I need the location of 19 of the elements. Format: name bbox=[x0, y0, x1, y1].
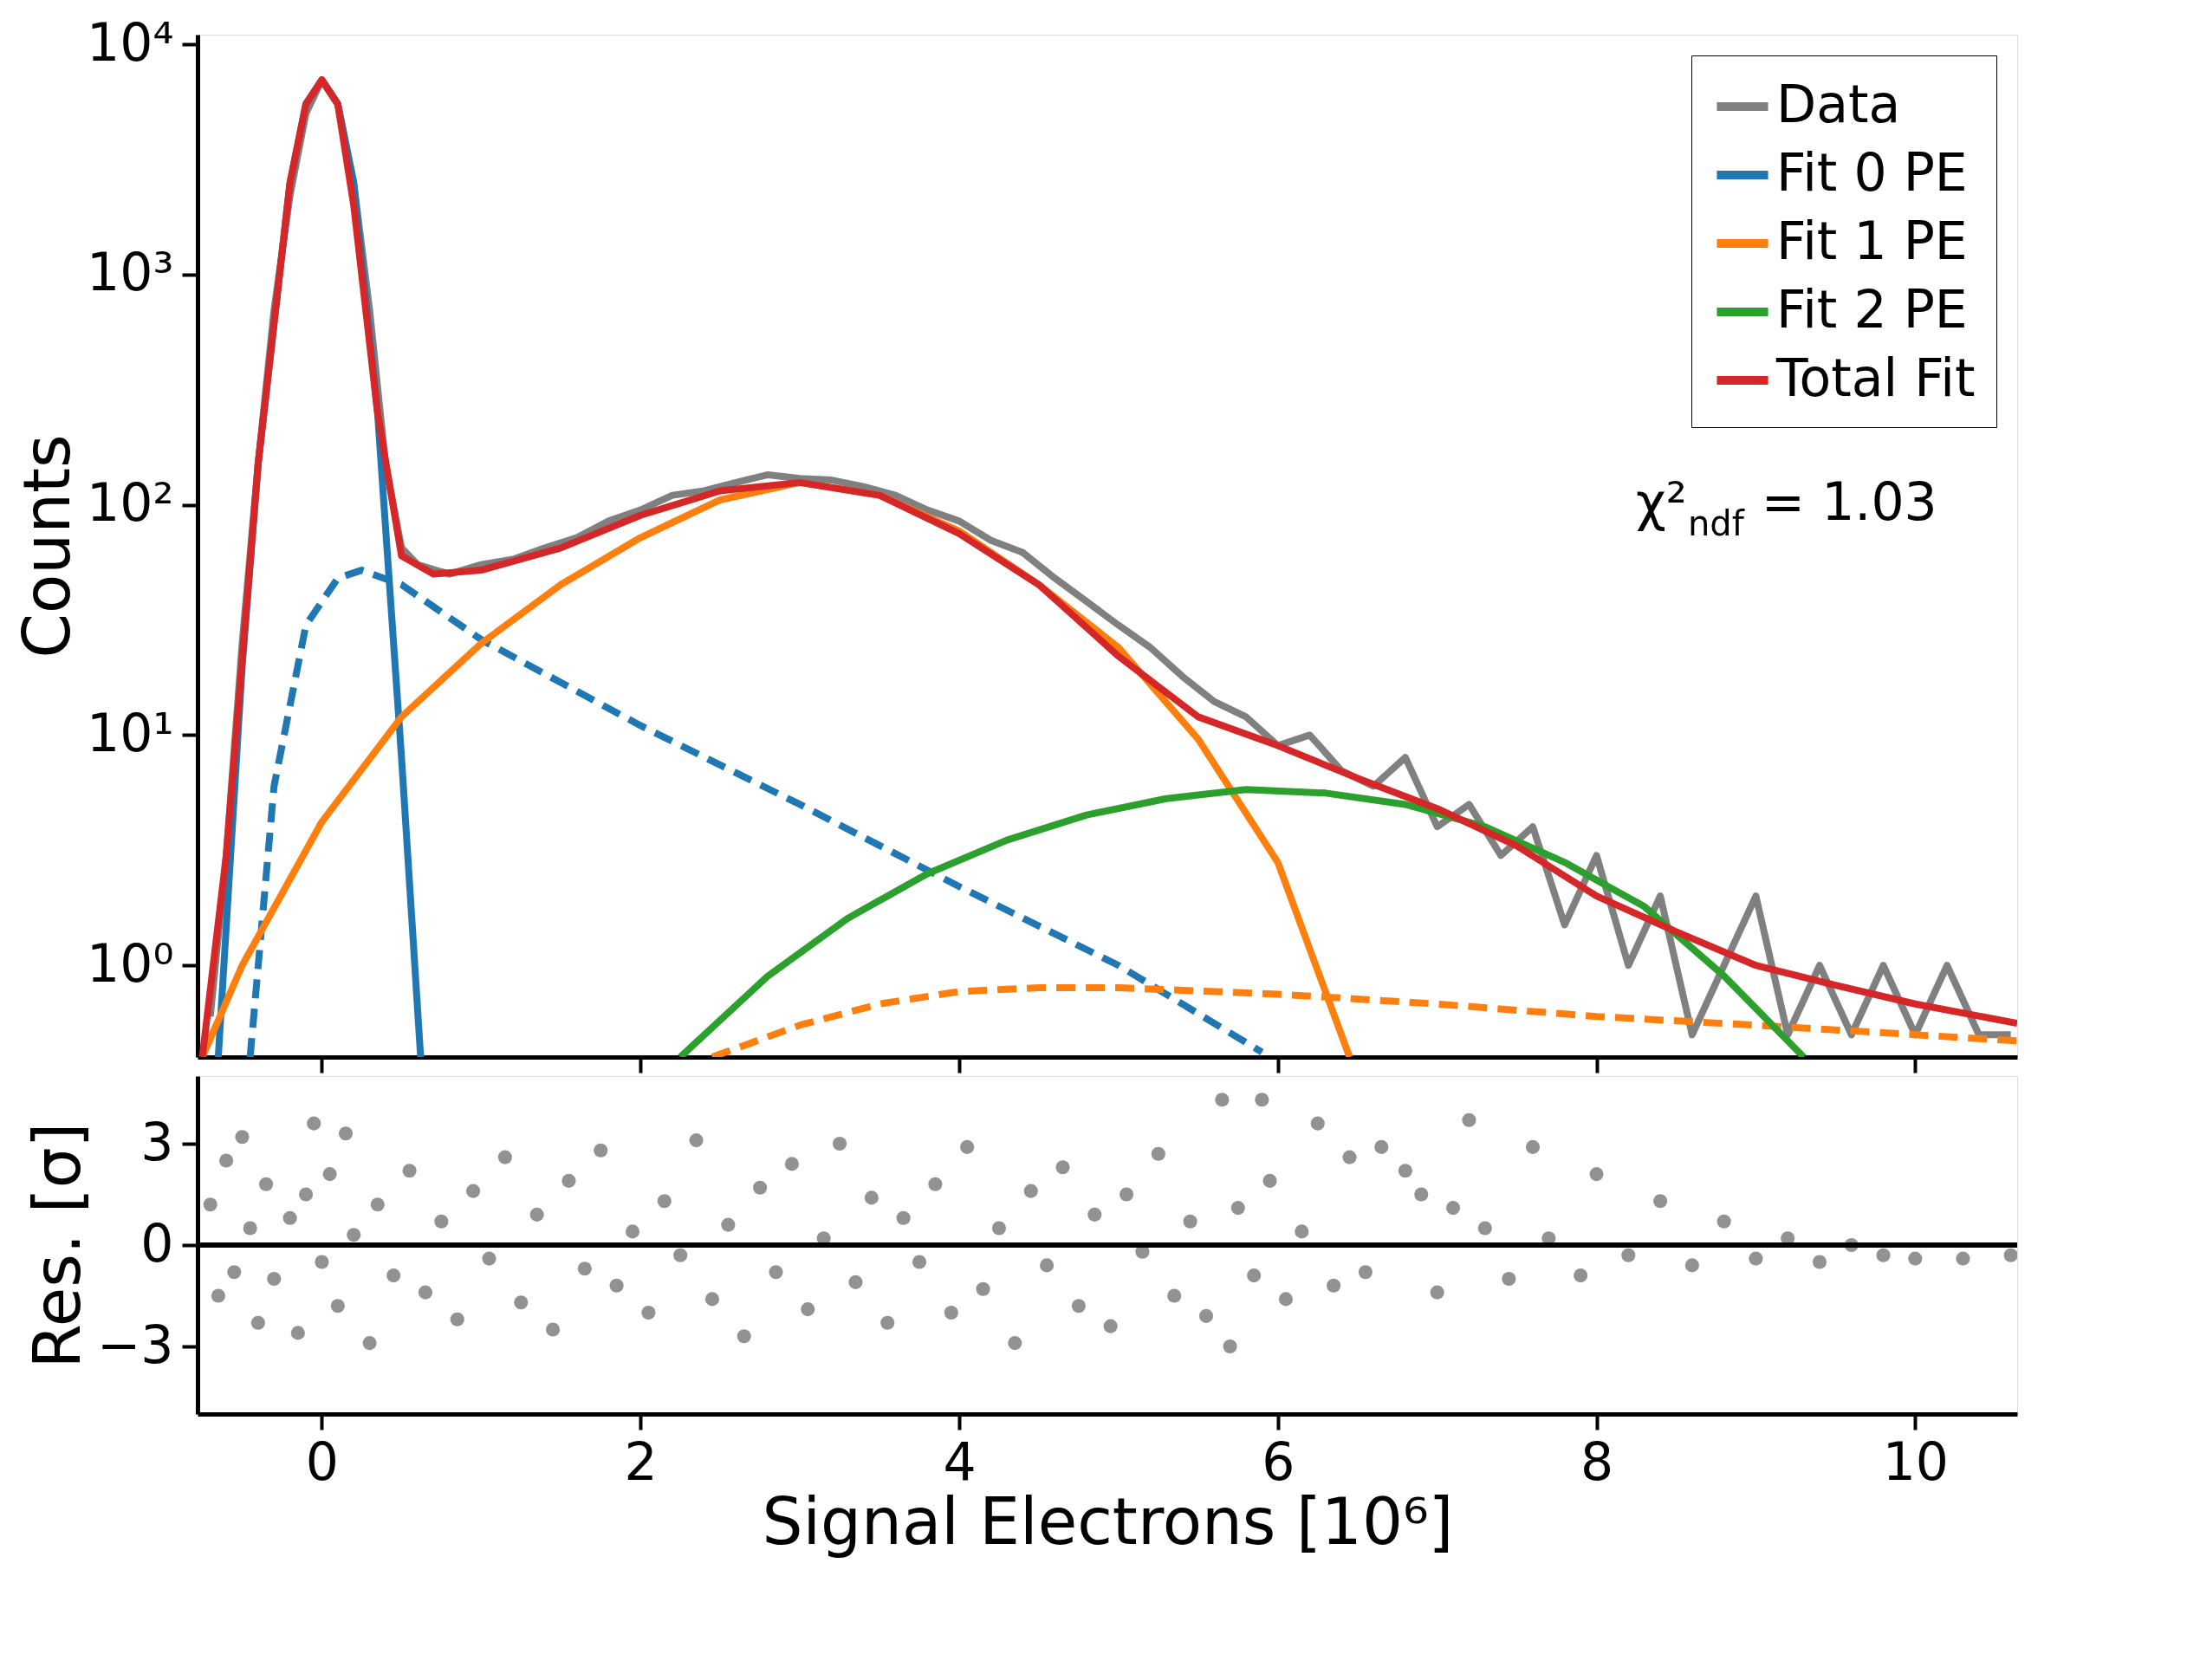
y-axis-title: Res. [σ] bbox=[20, 1122, 95, 1369]
x-tick-label: 0 bbox=[305, 1430, 340, 1492]
y-axis-title: Counts bbox=[10, 434, 85, 658]
y-tick-label: 10⁴ bbox=[87, 11, 174, 73]
legend-label: Fit 0 PE bbox=[1776, 142, 1968, 203]
x-tick-label: 8 bbox=[1580, 1430, 1614, 1492]
y-tick-label: 10³ bbox=[87, 242, 174, 303]
y-tick-label: 0 bbox=[140, 1212, 174, 1274]
legend-label: Fit 1 PE bbox=[1776, 211, 1968, 271]
x-tick-label: 2 bbox=[624, 1430, 658, 1492]
y-tick-label: −3 bbox=[97, 1314, 174, 1375]
x-tick-label: 10 bbox=[1882, 1430, 1949, 1492]
legend-label: Fit 2 PE bbox=[1776, 279, 1968, 340]
legend-label: Data bbox=[1776, 74, 1901, 134]
y-tick-label: 10² bbox=[87, 472, 174, 534]
y-tick-label: 10¹ bbox=[87, 702, 174, 763]
y-tick-label: 10⁰ bbox=[87, 932, 174, 994]
y-tick-label: 3 bbox=[140, 1111, 174, 1172]
legend-label: Total Fit bbox=[1775, 347, 1976, 408]
